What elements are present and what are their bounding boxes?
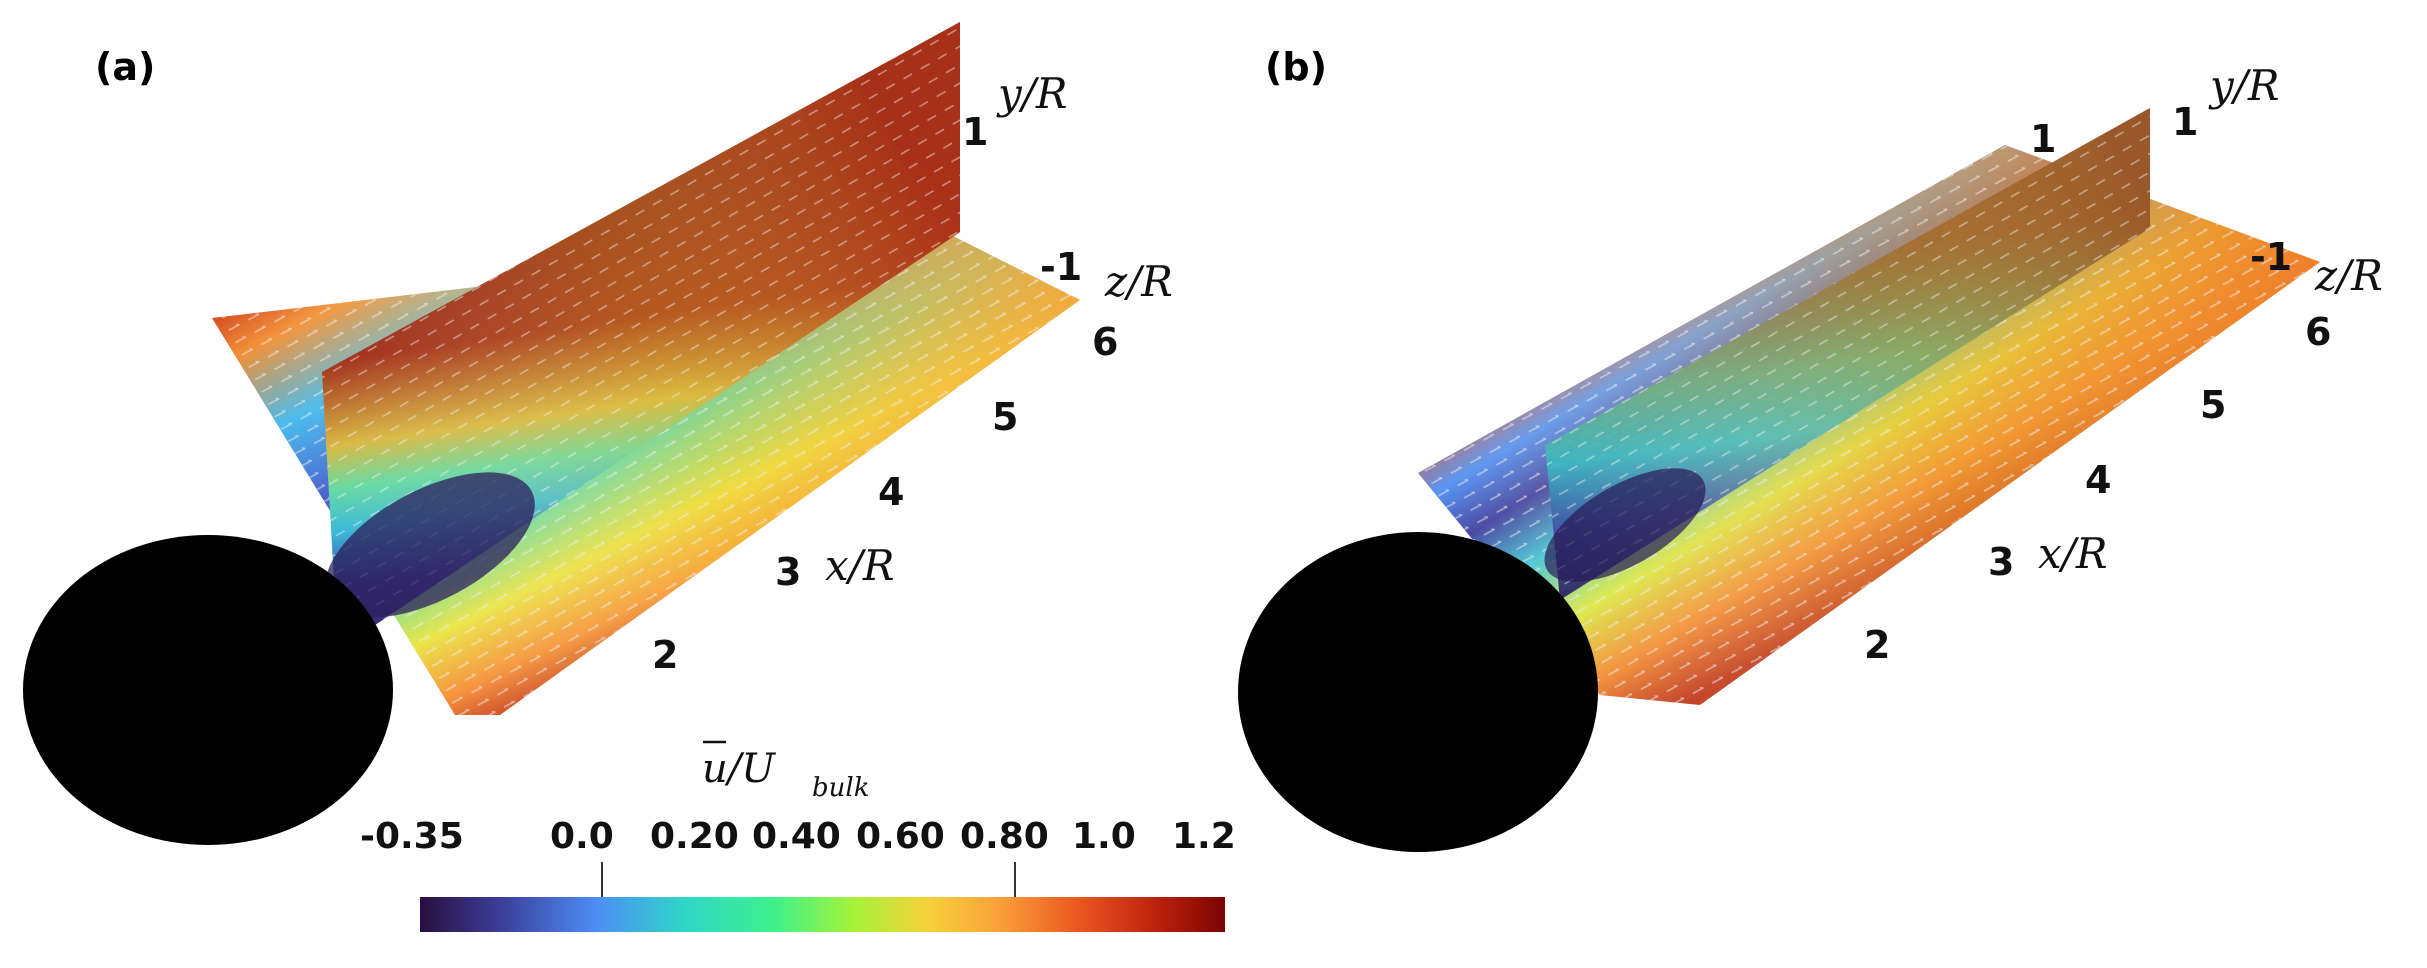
panel-a-x-tick-4: 4 <box>878 470 904 514</box>
colorbar-tick: 1.2 <box>1172 816 1236 857</box>
panel-b-x-tick-3: 3 <box>1988 540 2014 584</box>
panel-b-x-tick-5: 5 <box>2200 383 2226 427</box>
colorbar-title-sub: bulk <box>812 773 869 803</box>
panel-b-x-tick-2: 2 <box>1864 623 1890 667</box>
panel-a-x-tick-6: 6 <box>1092 320 1118 364</box>
panel-b-label: (b) <box>1265 45 1327 89</box>
colorbar-tick: 0.20 <box>650 816 739 857</box>
panel-b-x-tick-4: 4 <box>2085 458 2111 502</box>
panel-b-y-tick-1b: 1 <box>2172 100 2198 144</box>
panel-a-z-axis-label: z/R <box>1104 257 1173 306</box>
panel-b-y-tick-1a: 1 <box>2030 117 2056 161</box>
panel-b-vertical-plane <box>1544 108 2150 600</box>
panel-a-x-tick-2: 2 <box>652 633 678 677</box>
colorbar-tick: 0.40 <box>752 816 841 857</box>
panel-b-y-axis-label: y/R <box>2208 61 2280 110</box>
panel-b-x-tick-6: 6 <box>2305 310 2331 354</box>
panel-a-x-tick-5: 5 <box>992 395 1018 439</box>
panel-a-sphere <box>23 535 393 845</box>
colorbar-title: u/U bulk <box>702 740 869 803</box>
colorbar-tick: 1.0 <box>1072 816 1136 857</box>
panel-a-x-tick-3: 3 <box>775 550 801 594</box>
panel-b-sphere <box>1238 532 1598 852</box>
panel-b-z-axis-label: z/R <box>2314 251 2383 300</box>
colorbar-title-main: u/U <box>702 746 776 792</box>
panel-a: (a) 2 3 4 5 6 1 -1 x/R y/R z/R <box>23 22 1173 845</box>
colorbar-tick: 0.0 <box>550 816 614 857</box>
colorbar-gradient <box>420 897 1225 932</box>
panel-a-vertical-plane <box>322 22 960 650</box>
colorbar: u/U bulk -0.35 0.0 0.20 0.40 0.60 0.80 1… <box>360 740 1236 932</box>
panel-a-x-axis-label: x/R <box>825 541 894 590</box>
panel-b-z-tick-minus1: -1 <box>2250 235 2292 279</box>
panel-b: (b) 2 3 4 5 6 1 1 -1 x/R y/R z/R <box>1238 45 2383 852</box>
panel-a-y-axis-label: y/R <box>996 69 1068 118</box>
colorbar-tick: 0.80 <box>960 816 1049 857</box>
colorbar-tick: -0.35 <box>360 816 464 857</box>
colorbar-tick: 0.60 <box>856 816 945 857</box>
panel-b-horizontal-plane <box>1418 145 2320 705</box>
panel-b-x-axis-label: x/R <box>2038 529 2107 578</box>
panel-a-z-tick-minus1: -1 <box>1040 245 1082 289</box>
panel-a-label: (a) <box>95 45 155 89</box>
panel-a-y-tick-1: 1 <box>962 110 988 154</box>
